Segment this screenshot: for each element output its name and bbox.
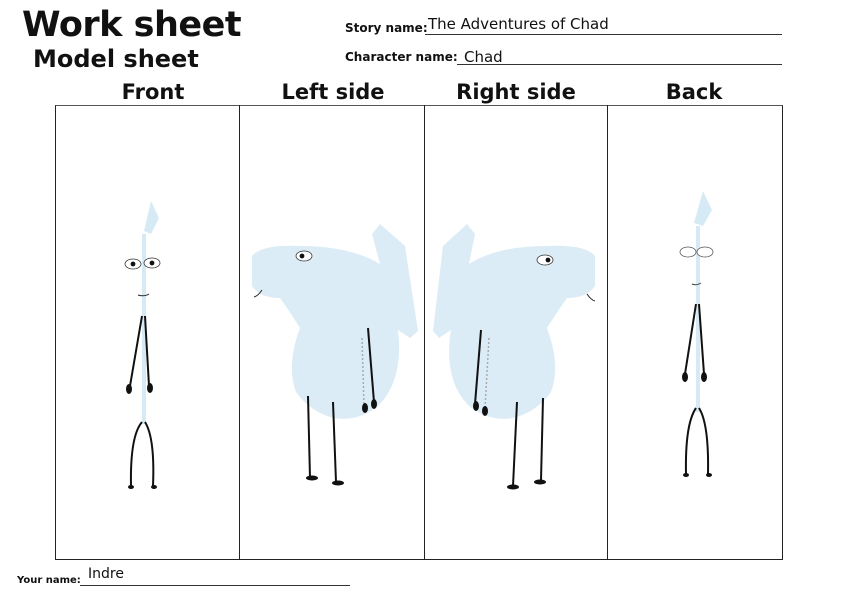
story-name-label: Story name: (345, 21, 428, 35)
left-hand (682, 372, 688, 382)
panel-front (56, 106, 239, 559)
back-hand (362, 403, 368, 413)
panel-divider (424, 105, 425, 560)
character-body-blob (252, 224, 418, 419)
back-arm (361, 337, 365, 407)
character-body-blob (433, 224, 595, 419)
right-pupil (149, 260, 155, 266)
your-name-underline (80, 585, 350, 586)
panel-right-side (425, 106, 607, 559)
panel-left-side (240, 106, 424, 559)
character-spine (142, 234, 146, 424)
mouth (137, 293, 150, 297)
arm (367, 327, 375, 403)
pupil (545, 257, 551, 263)
panel-divider (239, 105, 240, 560)
pupil (299, 253, 305, 259)
character-left-side-drawing (252, 224, 418, 486)
right-hand (147, 383, 153, 393)
left-leg (129, 421, 143, 487)
right-arm (144, 315, 150, 387)
leg-back (332, 401, 337, 483)
model-sheet-frame (55, 105, 783, 560)
character-name-underline (457, 64, 782, 65)
left-foot (128, 485, 134, 489)
left-foot (683, 473, 689, 477)
column-header-back: Back (665, 80, 723, 104)
right-arm (698, 303, 705, 375)
character-front-drawing (124, 201, 161, 489)
arm (474, 329, 482, 405)
left-arm (129, 315, 143, 387)
left-arm (684, 303, 697, 375)
panel-back (608, 106, 783, 559)
left-leg (684, 407, 697, 475)
character-head-tuft (694, 191, 712, 226)
foot-back (534, 479, 546, 485)
character-name-value[interactable]: Chad (464, 48, 503, 66)
column-header-front: Front (121, 80, 185, 104)
back-hand (482, 406, 488, 416)
right-leg (698, 407, 710, 475)
your-name-value[interactable]: Indre (88, 566, 124, 582)
character-spine (696, 226, 700, 412)
story-name-underline (425, 34, 782, 35)
right-foot (706, 473, 712, 477)
mouth (691, 282, 702, 286)
worksheet-title: Work sheet (22, 5, 242, 45)
hand (473, 401, 479, 411)
right-hand (701, 372, 707, 382)
foot-front (507, 484, 519, 490)
story-name-value[interactable]: The Adventures of Chad (428, 15, 609, 33)
foot-back (332, 480, 344, 486)
eye (536, 254, 554, 266)
left-hand (126, 384, 132, 394)
panel-divider (607, 105, 608, 560)
character-name-label: Character name: (345, 50, 458, 64)
column-header-right-side: Right side (456, 80, 576, 104)
right-foot (151, 485, 157, 489)
left-pupil (130, 261, 136, 267)
character-back-drawing (679, 191, 714, 477)
mouth (586, 293, 596, 302)
character-right-side-drawing (433, 224, 596, 490)
right-eye-back (696, 246, 714, 258)
foot-front (306, 475, 318, 481)
hand (371, 399, 377, 409)
column-header-left-side: Left side (281, 80, 385, 104)
character-head-tuft (144, 201, 159, 234)
leg-front (512, 401, 518, 487)
right-leg (144, 421, 155, 487)
leg-back (540, 397, 544, 481)
your-name-label: Your name: (17, 575, 81, 586)
worksheet-subtitle: Model sheet (33, 45, 199, 73)
mouth (253, 289, 263, 298)
leg-front (307, 395, 311, 479)
left-eye-back (679, 246, 697, 258)
